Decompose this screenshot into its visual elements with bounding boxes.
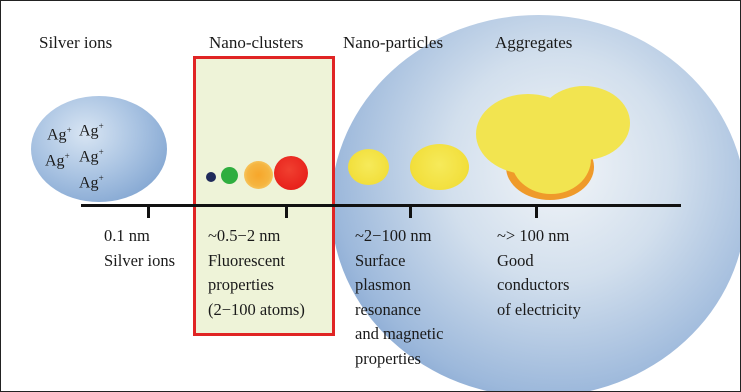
axis-tick bbox=[409, 204, 412, 218]
scale-description-line: plasmon bbox=[355, 275, 411, 294]
scale-description-line: Surface bbox=[355, 250, 406, 270]
cluster-dot-tiny bbox=[206, 172, 216, 182]
axis-tick bbox=[147, 204, 150, 218]
nano-clusters-highlight-box bbox=[193, 56, 335, 336]
ag-ion-label: Ag+ bbox=[79, 121, 104, 140]
silver-ions-blob bbox=[31, 96, 167, 202]
scale-description-line: Fluorescent bbox=[208, 250, 285, 270]
cluster-dot-small bbox=[221, 167, 238, 184]
scale-description-line: of electricity bbox=[497, 299, 581, 319]
scale-nano-particles: ~2−100 nm Surface plasmon resonance and … bbox=[355, 224, 443, 371]
scale-size-label: ~0.5−2 nm bbox=[208, 226, 281, 245]
scale-description-line: resonance bbox=[355, 299, 421, 319]
header-aggregates: Aggregates bbox=[495, 33, 573, 52]
cluster-dot-medium bbox=[244, 161, 273, 189]
scale-description-line: (2−100 atoms) bbox=[208, 299, 305, 319]
size-scale-axis bbox=[81, 204, 681, 207]
scale-description-line: conductors bbox=[497, 275, 570, 294]
scale-description-line: Good bbox=[497, 250, 534, 270]
scale-aggregates: ~> 100 nm Good conductors of electricity bbox=[497, 224, 581, 322]
axis-tick bbox=[285, 204, 288, 218]
header-nano-clusters: Nano-clusters bbox=[209, 33, 304, 52]
scale-size-label: ~2−100 nm bbox=[355, 226, 432, 245]
scale-description-line: properties bbox=[208, 275, 274, 294]
cluster-dot-large bbox=[274, 156, 308, 190]
nanoparticle-large bbox=[410, 144, 469, 190]
scale-silver-ions: 0.1 nm Silver ions bbox=[104, 224, 175, 273]
scale-description-line: properties bbox=[355, 348, 421, 368]
scale-description-line: and magnetic bbox=[355, 324, 444, 343]
axis-tick bbox=[535, 204, 538, 218]
scale-size-label: ~> 100 nm bbox=[497, 226, 570, 245]
ag-ion-label: Ag+ bbox=[47, 125, 72, 144]
scale-size-label: 0.1 nm bbox=[104, 226, 150, 245]
header-nano-particles: Nano-particles bbox=[343, 33, 444, 52]
header-silver-ions: Silver ions bbox=[39, 33, 113, 52]
aggregate-particle bbox=[511, 124, 591, 194]
scale-description-line: Silver ions bbox=[104, 250, 176, 270]
ag-ion-label: Ag+ bbox=[79, 147, 104, 166]
nanoparticle-small bbox=[348, 149, 389, 185]
ag-ion-label: Ag+ bbox=[79, 173, 104, 192]
ag-ion-label: Ag+ bbox=[45, 151, 70, 170]
scale-nano-clusters: ~0.5−2 nm Fluorescent properties (2−100 … bbox=[208, 224, 305, 322]
aggregates-background-blob bbox=[331, 15, 740, 391]
